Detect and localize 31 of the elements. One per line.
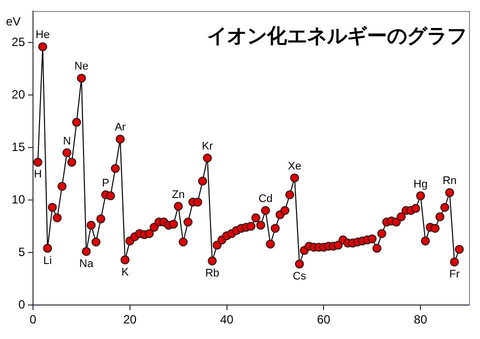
annotation: Li <box>43 254 52 267</box>
annotation: Na <box>79 258 94 270</box>
y-tick-label: 15 <box>12 140 26 154</box>
x-tick-label: 60 <box>316 312 331 327</box>
annotation: Zn <box>172 188 185 201</box>
annotation: Ne <box>74 60 88 73</box>
annotation: Hg <box>414 178 428 190</box>
y-tick-label: 5 <box>18 244 26 259</box>
annotation: H <box>34 168 42 181</box>
annotation: Rn <box>442 175 457 188</box>
x-tick-label: 20 <box>123 312 137 327</box>
y-axis-title: eV <box>6 14 21 28</box>
y-tick-label: 10 <box>12 192 26 206</box>
annotation: N <box>62 135 71 148</box>
annotation: Kr <box>202 140 214 153</box>
annotation: Cs <box>292 270 307 283</box>
annotation: Cd <box>258 193 273 206</box>
y-tick-label: 0 <box>18 297 26 312</box>
annotation: He <box>36 29 50 42</box>
annotation: P <box>102 177 110 190</box>
annotation: Xe <box>288 160 302 172</box>
x-tick-label: 0 <box>30 312 37 327</box>
x-tick-label: 80 <box>414 312 428 327</box>
annotation: Rb <box>205 267 220 280</box>
y-tick-label: 20 <box>12 87 26 102</box>
annotation: K <box>121 266 130 278</box>
text: イオン化エネルギーのグラフ <box>207 26 467 48</box>
x-tick-label: 40 <box>220 312 234 327</box>
annotation: Ar <box>114 122 126 134</box>
y-tick-label: 25 <box>12 34 26 49</box>
annotation: Fr <box>449 268 460 280</box>
